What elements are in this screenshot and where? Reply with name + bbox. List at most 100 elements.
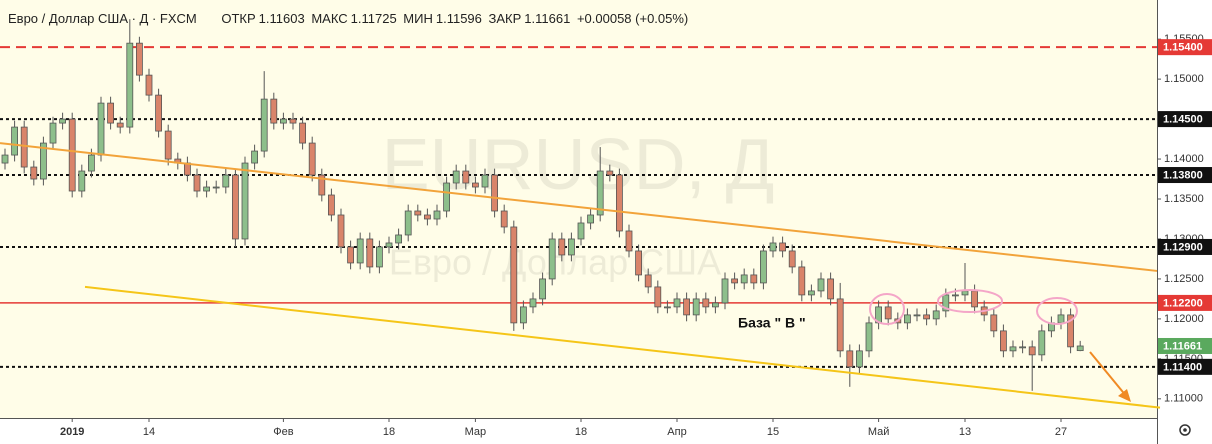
arrow-head <box>1118 389 1131 402</box>
x-tick-label: 18 <box>383 426 395 438</box>
x-tick-label: Апр <box>667 426 686 438</box>
candle-body <box>308 142 316 176</box>
settings-icon-center[interactable] <box>1183 428 1187 432</box>
candle-body <box>433 210 441 220</box>
candle-body <box>904 314 911 324</box>
plot-background <box>0 0 1157 418</box>
candle-body <box>327 194 335 216</box>
candle-body <box>808 290 815 296</box>
candle-body <box>731 278 738 284</box>
candle-body <box>318 174 326 196</box>
x-tick-label: 27 <box>1055 426 1067 438</box>
candle-body <box>644 274 652 288</box>
candle-body <box>750 274 758 284</box>
candle-body <box>491 174 499 212</box>
candle-body <box>116 122 124 128</box>
x-tick-label: 18 <box>575 426 587 438</box>
settings-icon-ring[interactable] <box>1179 424 1191 436</box>
level-label: 1.13800 <box>1163 169 1203 181</box>
candle-body <box>289 118 297 124</box>
candle-body <box>299 122 307 144</box>
candle-body <box>817 278 825 292</box>
candle-body <box>692 298 700 316</box>
candle-body <box>769 242 777 252</box>
candle-body <box>836 298 844 352</box>
ohlc-value: 1.11661 <box>524 11 571 26</box>
x-tick-label: 14 <box>143 426 155 438</box>
candle-body <box>961 290 969 296</box>
x-tick-label: Фев <box>273 426 293 438</box>
symbol-title: Евро / Доллар США · Д · FXCM <box>8 11 197 26</box>
annotation: База " В " <box>738 315 806 331</box>
candle-body <box>606 170 614 176</box>
candle-body <box>337 214 345 248</box>
candle-body <box>260 98 268 152</box>
ohlc-label: ЗАКР <box>488 11 522 26</box>
level-label: 1.15400 <box>1163 42 1203 54</box>
candle-body <box>375 246 383 268</box>
watermark-symbol: EURUSD, Д <box>382 125 775 205</box>
candle-body <box>683 298 690 316</box>
level-label: 1.14500 <box>1163 113 1203 125</box>
level-label: 1.11400 <box>1163 361 1202 373</box>
y-tick-label: 1.14000 <box>1164 153 1204 165</box>
candle-body <box>11 126 19 156</box>
candle-body <box>529 298 537 308</box>
candle-body <box>625 230 633 252</box>
trend-line <box>84 285 1161 409</box>
level-label: 1.12900 <box>1163 241 1203 253</box>
candle-body <box>1067 314 1074 348</box>
y-tick-label: 1.11000 <box>1164 393 1203 405</box>
candle-body <box>577 222 585 240</box>
y-tick-label: 1.12000 <box>1164 313 1204 325</box>
candle-body <box>279 118 287 124</box>
settings-icon[interactable] <box>1179 424 1191 436</box>
candle-body <box>97 102 105 156</box>
time-axis-background <box>0 418 1157 444</box>
candle-body <box>443 182 451 212</box>
candle-body <box>1038 330 1046 356</box>
candle-body <box>385 242 393 248</box>
candle-body <box>779 242 786 252</box>
candle-body <box>126 42 134 128</box>
candle-body <box>1076 345 1084 352</box>
candle-body <box>520 306 527 324</box>
candle-body <box>798 266 806 296</box>
candle-body <box>251 150 259 164</box>
last-price-label: 1.11661 <box>1163 340 1202 352</box>
candle-body <box>452 170 460 184</box>
candle-body <box>1000 330 1007 352</box>
candle-body <box>913 314 921 317</box>
candle-body <box>107 102 114 124</box>
candle-body <box>222 174 230 188</box>
candle-body <box>587 214 594 224</box>
candle-body <box>471 182 479 188</box>
candle-body <box>952 294 959 297</box>
candle-body <box>1019 346 1026 349</box>
arrow-shaft <box>1089 351 1128 398</box>
overlays <box>0 142 1161 409</box>
x-tick-label: 13 <box>959 426 971 438</box>
candle-body <box>145 74 153 96</box>
candle-body <box>40 142 47 180</box>
candle-body <box>59 118 66 124</box>
candle-body <box>856 350 863 368</box>
change: +0.00058 (+0.05%) <box>576 11 689 26</box>
trend-line <box>0 142 1158 272</box>
candle-body <box>231 174 239 240</box>
y-tick-label: 1.12500 <box>1164 273 1204 285</box>
candle-body <box>827 278 834 300</box>
candle-body <box>462 170 470 184</box>
candle-body <box>673 298 681 308</box>
ohlc-label: МИН <box>403 11 433 26</box>
candle-body <box>193 174 201 192</box>
x-tick-label: 15 <box>767 426 779 438</box>
axis: 1.155001.150001.140001.135001.130001.125… <box>60 33 1212 438</box>
candle-body <box>20 126 28 168</box>
candle-body <box>942 294 950 312</box>
candle-body <box>164 130 172 160</box>
candle-body <box>241 162 249 240</box>
candle-body <box>366 238 374 268</box>
